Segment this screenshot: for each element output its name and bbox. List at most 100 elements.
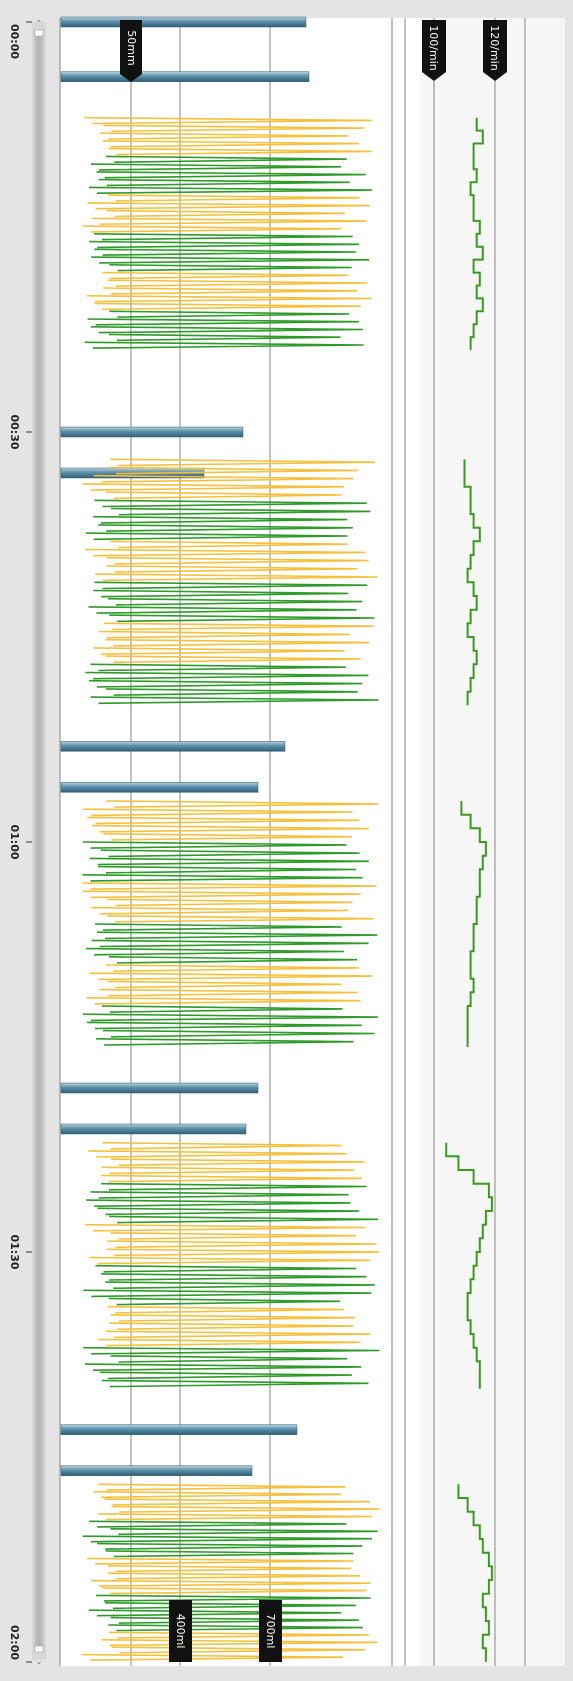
compression-stroke <box>93 1490 342 1499</box>
time-axis: 00:00 00:30 01:00 01:30 02:00 <box>8 21 32 1663</box>
compression-stroke <box>110 507 371 516</box>
compression-stroke <box>110 540 349 549</box>
compression-stroke <box>86 1199 351 1207</box>
compression-stroke <box>109 614 375 623</box>
compression-stroke <box>94 302 361 311</box>
scrollbar-up-arrow-icon[interactable]: ⌃ <box>36 19 43 28</box>
compression-stroke <box>107 1565 352 1573</box>
compression-stroke <box>101 1166 355 1175</box>
rate-low-reference-label: 100/min <box>427 25 440 70</box>
compression-stroke <box>106 800 379 808</box>
compression-stroke <box>105 655 361 664</box>
compression-stroke <box>107 597 363 606</box>
compression-stroke <box>108 1624 363 1632</box>
compression-stroke <box>101 1379 369 1388</box>
scrollbar-down-arrow-icon[interactable]: ⌄ <box>36 1657 43 1666</box>
timeline-scrollbar[interactable]: ⌄ ⌃ <box>32 19 46 1666</box>
compression-stroke <box>100 1371 352 1380</box>
compression-stroke <box>110 1528 378 1536</box>
compression-stroke <box>110 458 376 467</box>
compression-stroke <box>105 1281 375 1289</box>
compression-stroke <box>94 581 368 590</box>
compression-stroke <box>108 1297 341 1306</box>
compression-stroke <box>93 515 348 524</box>
compression-cycle-5 <box>82 1483 380 1661</box>
compression-stroke <box>98 1483 346 1491</box>
rate-high-reference-label: 120/min <box>488 25 501 70</box>
rate-panel-background <box>420 18 565 1666</box>
compression-stroke <box>88 186 373 194</box>
compression-stroke <box>108 1631 370 1639</box>
compression-stroke <box>108 956 358 964</box>
compression-stroke <box>110 1232 356 1240</box>
volume-low-reference-label: 400ml <box>174 1614 187 1649</box>
compression-stroke <box>107 1240 377 1248</box>
compression-cycle-3 <box>82 800 379 1046</box>
rate-trace-cycle-5 <box>457 1484 493 1662</box>
compression-stroke <box>91 1579 371 1587</box>
ventilation-bar-8 <box>60 1123 247 1135</box>
compression-stroke <box>91 256 370 264</box>
compression-stroke <box>85 532 348 541</box>
scrollbar-top-handle[interactable] <box>34 29 44 37</box>
ventilation-bar-7 <box>60 1082 259 1094</box>
compression-stroke <box>84 1363 362 1371</box>
volume-high-reference-label: 700ml <box>264 1614 277 1649</box>
rate-low-reference-badge: 100/min <box>422 20 446 81</box>
compression-stroke <box>102 287 358 295</box>
compression-stroke <box>106 209 345 218</box>
compression-stroke <box>97 1338 361 1347</box>
compression-stroke <box>90 326 363 334</box>
compression-stroke <box>84 116 372 125</box>
scrollbar-thumb[interactable] <box>34 30 44 1652</box>
compression-stroke <box>91 906 349 915</box>
compression-stroke <box>90 163 342 171</box>
compression-stroke <box>84 341 364 349</box>
compression-stroke <box>95 1264 357 1273</box>
compression-stroke <box>106 1248 380 1257</box>
compression-stroke <box>102 271 349 280</box>
compression-stroke <box>111 1505 380 1513</box>
compression-stroke <box>106 155 347 163</box>
compression-stroke <box>109 310 350 318</box>
compression-stroke <box>83 1289 372 1298</box>
compression-stroke <box>82 841 347 849</box>
compression-stroke <box>100 1273 367 1281</box>
rate-trace-cycle-1 <box>469 117 484 350</box>
compression-stroke <box>82 874 363 882</box>
time-tick-label: 00:30 <box>8 414 21 449</box>
compression-stroke <box>97 931 378 940</box>
compression-stroke <box>108 466 359 475</box>
depth-reference-label: 50mm <box>125 30 138 65</box>
compression-stroke <box>95 573 378 582</box>
compression-stroke <box>86 295 372 303</box>
scrollbar-bottom-handle[interactable] <box>34 1645 44 1653</box>
compression-stroke <box>95 1594 371 1602</box>
compression-traces <box>82 116 380 1661</box>
ventilation-bar-1 <box>60 16 307 28</box>
compression-stroke <box>89 857 369 866</box>
compression-stroke <box>88 1150 347 1158</box>
compression-stroke <box>87 816 360 825</box>
compression-stroke <box>110 1355 348 1363</box>
compression-stroke <box>83 808 353 817</box>
compression-stroke <box>85 548 366 557</box>
compression-stroke <box>110 1616 359 1624</box>
compression-stroke <box>110 1314 356 1322</box>
compression-stroke <box>102 1029 375 1038</box>
compression-stroke <box>98 178 350 187</box>
compression-stroke <box>102 140 359 148</box>
compression-stroke <box>98 630 351 639</box>
compression-stroke <box>109 264 352 272</box>
compression-stroke <box>101 1639 378 1647</box>
compression-stroke <box>107 898 353 907</box>
compression-stroke <box>82 225 341 233</box>
compression-stroke <box>87 1557 354 1565</box>
compression-stroke <box>89 240 360 249</box>
compression-stroke <box>91 217 367 225</box>
compression-stroke <box>87 318 360 326</box>
compression-cycle-1 <box>82 116 373 349</box>
compression-stroke <box>111 1646 366 1654</box>
